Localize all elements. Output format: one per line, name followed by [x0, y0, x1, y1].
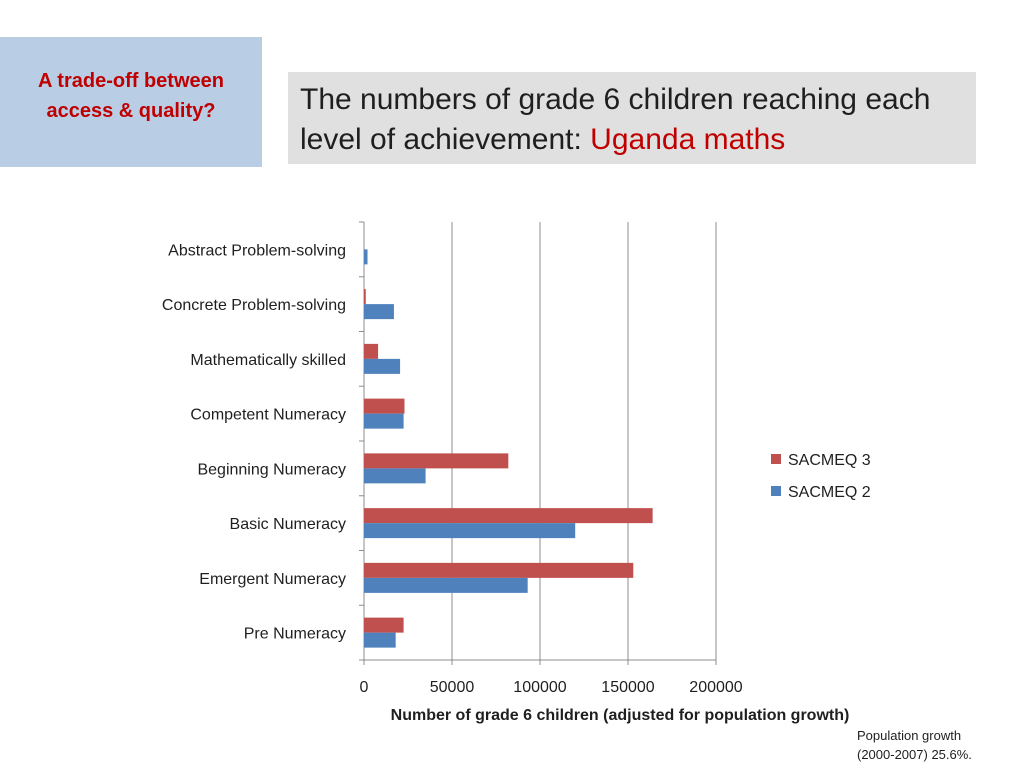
y-category-label: Abstract Problem-solving — [168, 242, 346, 259]
bar-sacmeq-3 — [364, 617, 404, 633]
y-category-label: Mathematically skilled — [190, 352, 346, 369]
bar-sacmeq-3 — [364, 453, 509, 469]
bar-sacmeq-3 — [364, 562, 634, 578]
bar-sacmeq-2 — [364, 577, 528, 593]
section-tag-box: A trade-off between access & quality? — [0, 37, 262, 167]
footnote-line-1: Population growth — [857, 728, 962, 743]
bar-sacmeq-2 — [364, 632, 396, 648]
bar-sacmeq-3 — [364, 289, 366, 305]
x-tick-label: 200000 — [689, 679, 742, 696]
x-tick-label: 150000 — [601, 679, 654, 696]
slide-title-highlight: Uganda maths — [590, 123, 786, 156]
y-category-label: Basic Numeracy — [230, 516, 346, 533]
legend-swatch — [771, 486, 781, 496]
x-axis-title: Number of grade 6 children (adjusted for… — [391, 707, 850, 724]
bar-sacmeq-2 — [364, 523, 576, 539]
y-category-label: Beginning Numeracy — [197, 461, 346, 478]
footnote: Population growth (2000-2007) 25.6%. — [857, 726, 972, 764]
y-category-label: Concrete Problem-solving — [162, 297, 346, 314]
footnote-line-2: (2000-2007) 25.6%. — [857, 747, 972, 762]
y-category-label: Pre Numeracy — [244, 626, 346, 643]
x-tick-label: 50000 — [430, 679, 475, 696]
y-category-label: Competent Numeracy — [190, 407, 346, 424]
bar-sacmeq-2 — [364, 468, 426, 484]
bar-sacmeq-3 — [364, 508, 653, 524]
slide-title-main: The numbers of grade 6 children reaching… — [300, 83, 931, 156]
bar-sacmeq-2 — [364, 304, 394, 320]
x-tick-label: 0 — [360, 679, 369, 696]
legend-swatch — [771, 454, 781, 464]
slide-title: The numbers of grade 6 children reaching… — [300, 80, 964, 160]
bar-sacmeq-3 — [364, 343, 379, 359]
legend-label: SACMEQ 3 — [788, 452, 871, 469]
bar-sacmeq-2 — [364, 413, 404, 429]
slide-title-box: The numbers of grade 6 children reaching… — [288, 72, 976, 164]
legend-label: SACMEQ 2 — [788, 484, 871, 501]
x-tick-label: 100000 — [513, 679, 566, 696]
y-category-label: Emergent Numeracy — [199, 571, 346, 588]
bar-sacmeq-2 — [364, 358, 401, 374]
bar-sacmeq-3 — [364, 398, 405, 414]
section-tag-text: A trade-off between access & quality? — [38, 70, 224, 122]
bar-sacmeq-2 — [364, 249, 368, 265]
